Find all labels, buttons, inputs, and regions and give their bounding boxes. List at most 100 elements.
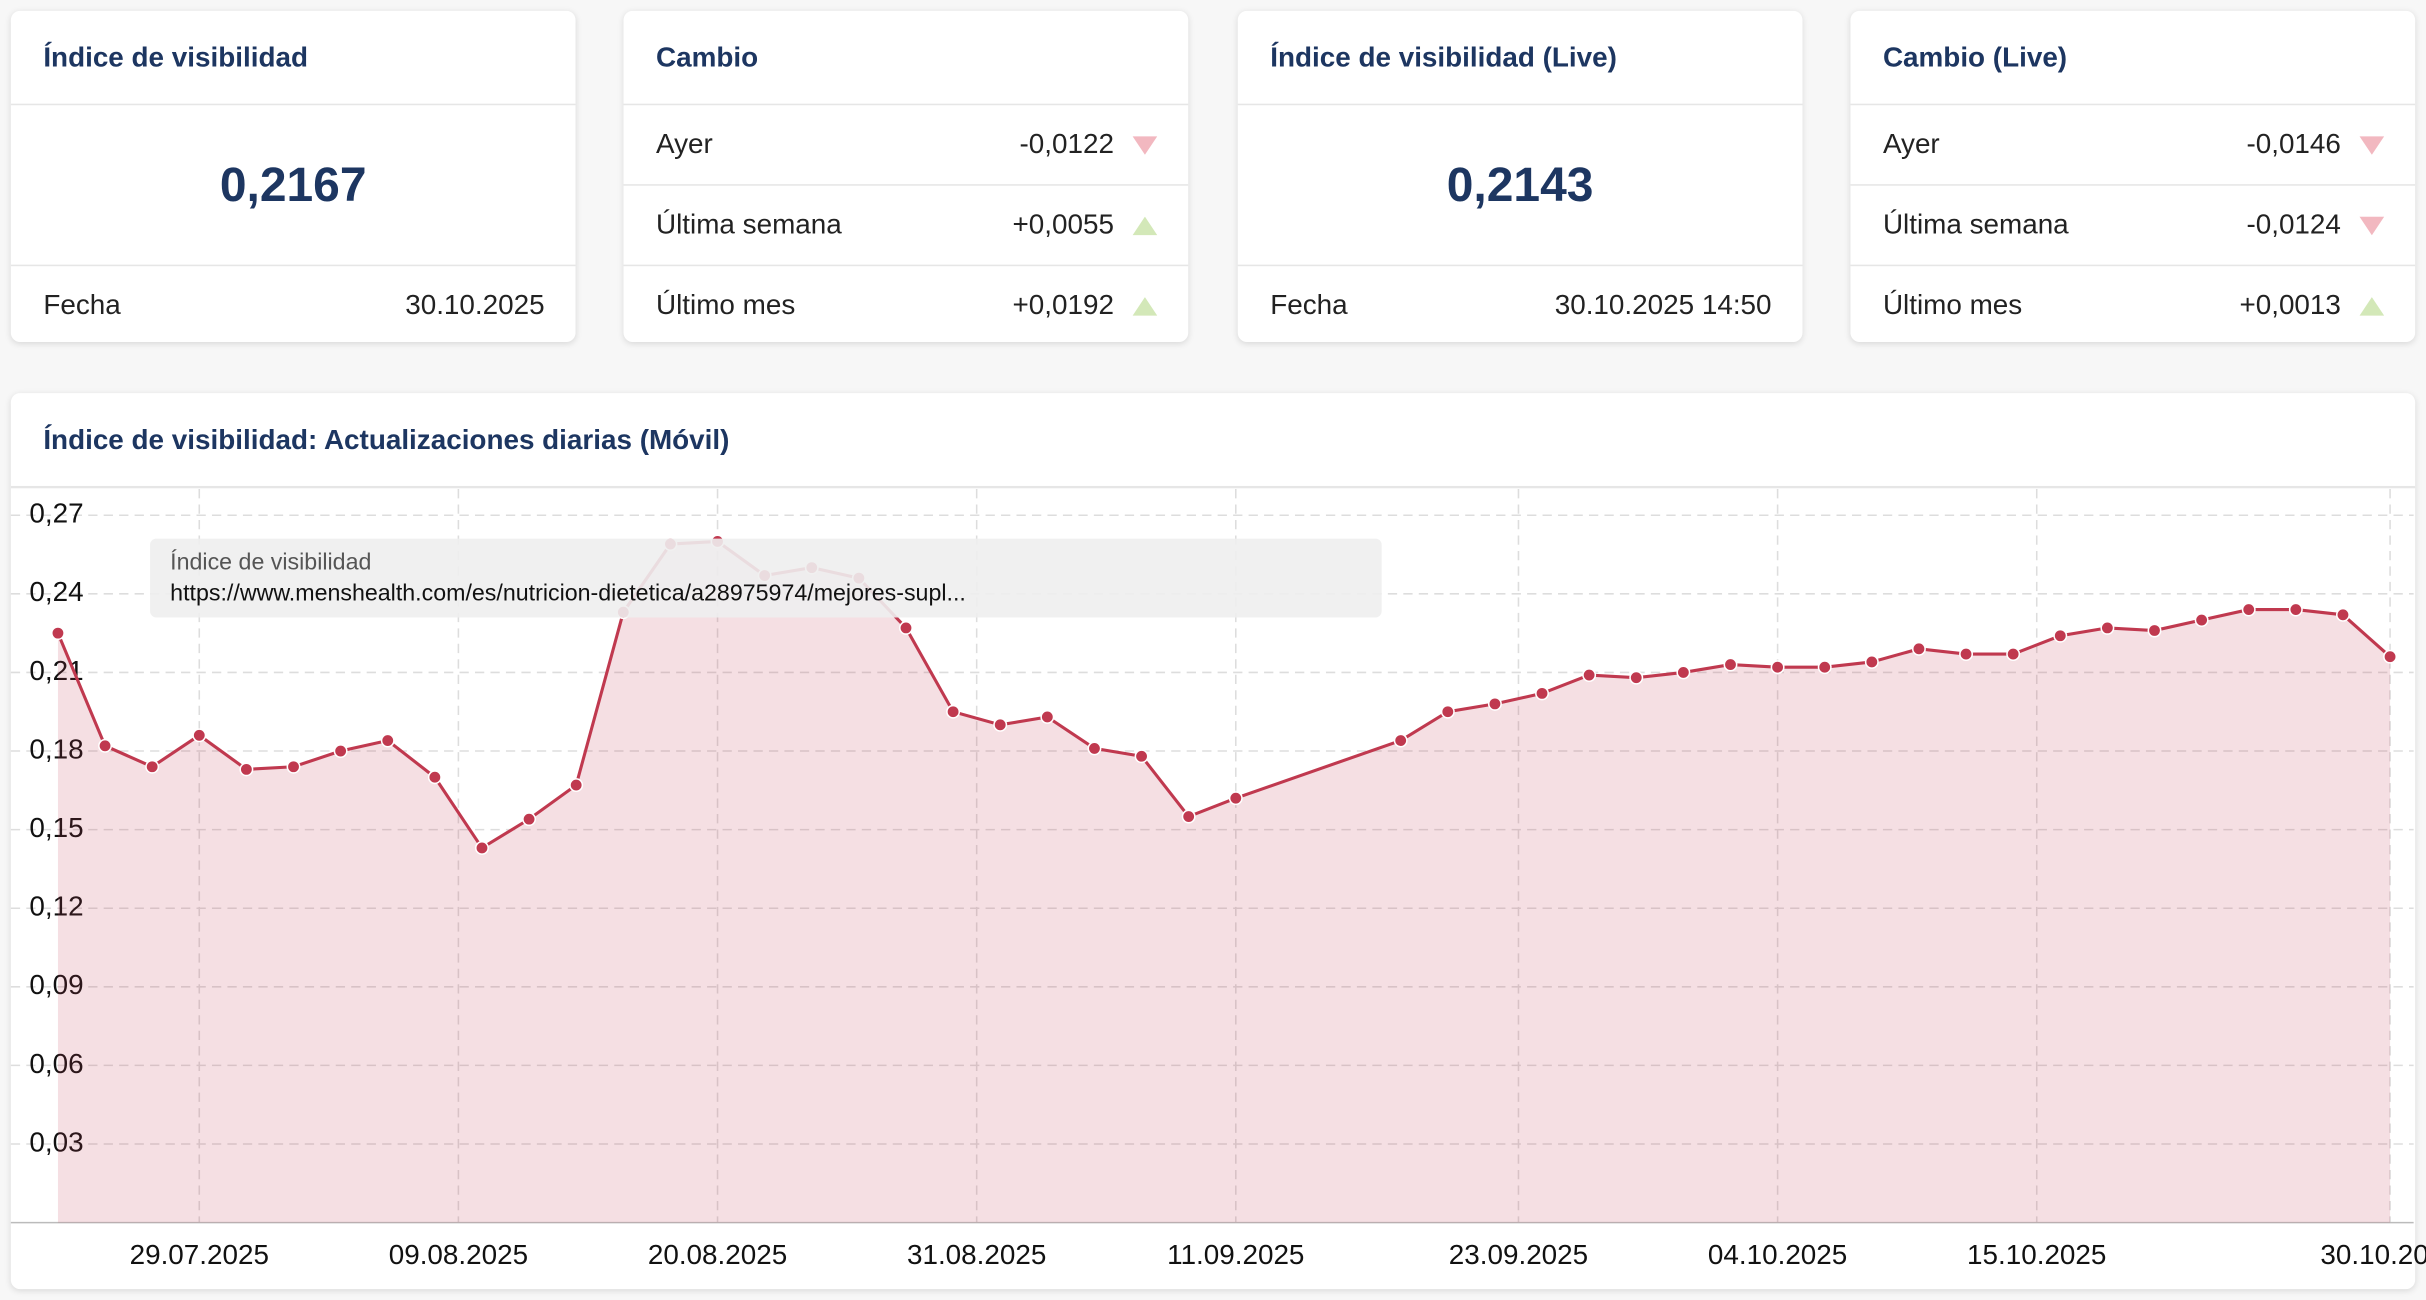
x-tick-label: 29.07.2025 bbox=[130, 1239, 269, 1270]
y-tick-label: 0,09 bbox=[29, 969, 83, 1000]
point bbox=[1582, 668, 1597, 683]
point bbox=[2100, 620, 2115, 635]
point bbox=[946, 704, 961, 719]
point bbox=[2006, 647, 2021, 662]
row-label: Última semana bbox=[1882, 208, 2069, 240]
footer-value: 30.10.2025 14:50 bbox=[1554, 288, 1772, 320]
point bbox=[1040, 710, 1055, 724]
change-row: Último mes +0,0013 bbox=[1850, 266, 2415, 345]
x-tick-label: 11.09.2025 bbox=[1167, 1239, 1304, 1270]
card: Índice de visibilidad (Live) 0,2143 Fecha 3… bbox=[1237, 10, 1803, 343]
point bbox=[192, 728, 207, 743]
y-tick-label: 0,15 bbox=[29, 812, 83, 843]
point bbox=[2147, 623, 2162, 638]
point bbox=[1817, 660, 1832, 675]
point bbox=[1487, 696, 1502, 711]
row-value: +0,0055 bbox=[1012, 208, 1114, 240]
tooltip-title: Índice de visibilidad bbox=[170, 548, 371, 574]
point bbox=[1770, 660, 1785, 675]
line bbox=[56, 539, 2392, 851]
tooltip-url: https://www.menshealth.com/es/nutricion-… bbox=[170, 579, 966, 605]
point bbox=[380, 733, 395, 748]
point bbox=[1134, 749, 1149, 764]
footer-value: 30.10.2025 bbox=[405, 288, 545, 320]
row-value: +0,0013 bbox=[2239, 289, 2341, 321]
row-label: Último mes bbox=[656, 289, 796, 321]
y-tick-label: 0,12 bbox=[29, 891, 83, 922]
card-value: 0,2143 bbox=[1237, 105, 1803, 267]
y-tick-label: 0,18 bbox=[29, 733, 83, 764]
point bbox=[1911, 641, 1926, 656]
x-tick-label: 30.10.2025 bbox=[2320, 1239, 2426, 1270]
trend-arrow bbox=[2359, 215, 2385, 235]
footer-label: Fecha bbox=[43, 288, 121, 320]
point bbox=[239, 762, 254, 777]
card-footer: Fecha 30.10.2025 14:50 bbox=[1238, 266, 1803, 343]
card-title: Cambio (Live) bbox=[1850, 11, 2416, 106]
row-value: -0,0124 bbox=[2246, 208, 2341, 240]
x-tick-label: 31.08.2025 bbox=[907, 1239, 1046, 1270]
row-label: Ayer bbox=[656, 128, 713, 160]
point bbox=[50, 626, 65, 641]
point bbox=[427, 770, 442, 785]
row-value: +0,0192 bbox=[1012, 289, 1114, 321]
card: Cambio Ayer -0,0122 Última semana +0,0055 Últ… bbox=[623, 10, 1189, 345]
row-label: Última semana bbox=[656, 208, 842, 240]
point bbox=[286, 759, 301, 774]
point bbox=[569, 778, 584, 793]
point bbox=[1676, 665, 1691, 680]
point bbox=[475, 840, 489, 855]
row-label: Último mes bbox=[1882, 289, 2023, 321]
row-label: Ayer bbox=[1882, 128, 1940, 160]
point bbox=[1228, 791, 1243, 806]
y-tick-label: 0,27 bbox=[29, 498, 83, 529]
y-tick-label: 0,24 bbox=[29, 576, 83, 607]
card-value: 0,2167 bbox=[10, 105, 576, 267]
point bbox=[2194, 613, 2209, 627]
trend-arrow bbox=[1132, 135, 1158, 154]
point bbox=[1087, 741, 1102, 756]
trend-arrow bbox=[2359, 296, 2385, 315]
change-row: Última semana +0,0055 bbox=[623, 186, 1189, 267]
point bbox=[2241, 602, 2256, 617]
point bbox=[1440, 704, 1455, 719]
y-tick-label: 0,06 bbox=[29, 1048, 83, 1079]
x-tick-label: 20.08.2025 bbox=[648, 1239, 787, 1270]
trend-arrow bbox=[1132, 215, 1158, 235]
point bbox=[1723, 657, 1738, 672]
point bbox=[522, 812, 537, 827]
point bbox=[2383, 649, 2398, 664]
point bbox=[333, 744, 348, 758]
point bbox=[2335, 607, 2350, 622]
card-title: Índice de visibilidad bbox=[10, 11, 576, 106]
area bbox=[57, 541, 2391, 1223]
card: Índice de visibilidad 0,2167 Fecha 30.10.20… bbox=[10, 10, 576, 343]
point bbox=[1535, 686, 1549, 701]
row-value: -0,0122 bbox=[1019, 128, 1114, 160]
card-title: Índice de visibilidad (Live) bbox=[1237, 11, 1803, 106]
card-title: Cambio bbox=[623, 11, 1189, 106]
point bbox=[2053, 628, 2068, 643]
change-row: Ayer -0,0146 bbox=[1850, 105, 2416, 186]
footer-label: Fecha bbox=[1270, 288, 1348, 320]
point bbox=[993, 717, 1008, 732]
change-row: Último mes +0,0192 bbox=[624, 266, 1189, 345]
x-tick-label: 04.10.2025 bbox=[1708, 1239, 1847, 1270]
point bbox=[98, 738, 113, 753]
change-row: Última semana -0,0124 bbox=[1850, 186, 2416, 267]
point bbox=[1864, 654, 1879, 669]
card: Cambio (Live) Ayer -0,0146 Última semana -0,… bbox=[1850, 10, 2416, 345]
point bbox=[899, 620, 913, 635]
y-tick-label: 0,03 bbox=[29, 1126, 83, 1157]
point bbox=[1393, 733, 1408, 748]
trend-arrow bbox=[2359, 135, 2385, 154]
point bbox=[1629, 670, 1644, 685]
point bbox=[2288, 602, 2303, 617]
change-row: Ayer -0,0122 bbox=[623, 105, 1189, 186]
trend-arrow bbox=[1132, 296, 1158, 315]
tooltip bbox=[150, 538, 1382, 618]
card-footer: Fecha 30.10.2025 bbox=[11, 266, 576, 343]
point bbox=[145, 759, 160, 774]
